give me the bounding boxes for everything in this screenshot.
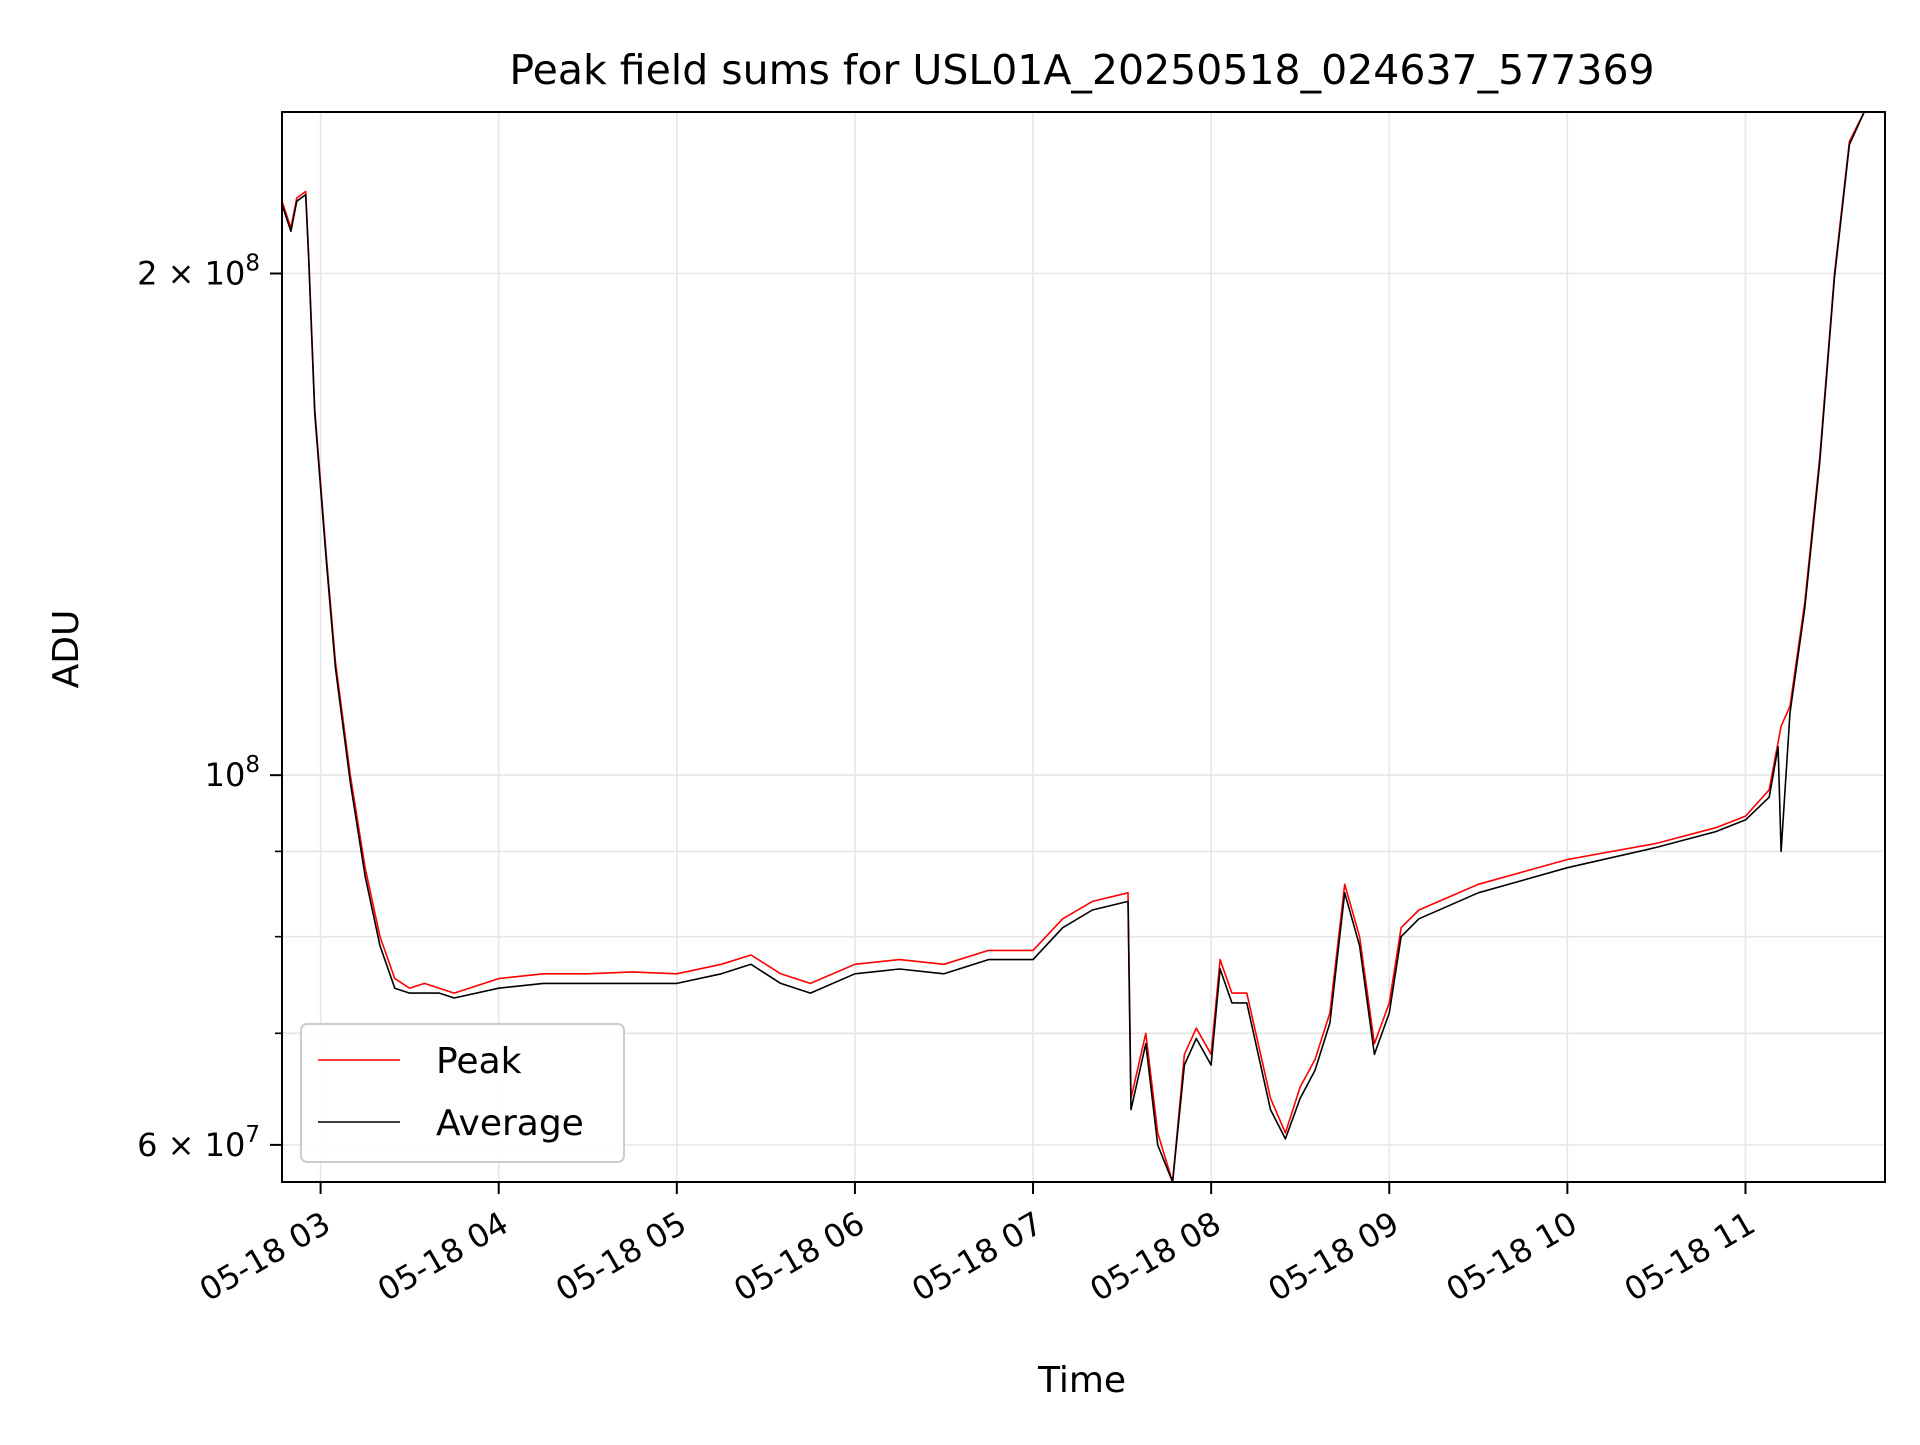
plot-frame bbox=[281, 111, 1886, 1183]
chart-title: Peak field sums for USL01A_20250518_0246… bbox=[509, 46, 1654, 94]
legend: Peak Average bbox=[300, 1023, 625, 1163]
legend-label-peak: Peak bbox=[436, 1041, 522, 1082]
legend-frame bbox=[300, 1023, 625, 1163]
legend-label-average: Average bbox=[436, 1103, 584, 1144]
series-line-average bbox=[281, 111, 1885, 1183]
x-axis-label: Time bbox=[1037, 1360, 1126, 1401]
y-tick-label: 108 bbox=[205, 752, 260, 794]
y-tick-label: 2 × 108 bbox=[137, 251, 260, 293]
series-line-peak bbox=[281, 111, 1885, 1183]
y-tick-label: 6 × 107 bbox=[137, 1122, 260, 1164]
y-axis-label: ADU bbox=[46, 610, 87, 689]
grid-layer bbox=[282, 112, 1885, 1182]
series-layer bbox=[281, 111, 1885, 1183]
